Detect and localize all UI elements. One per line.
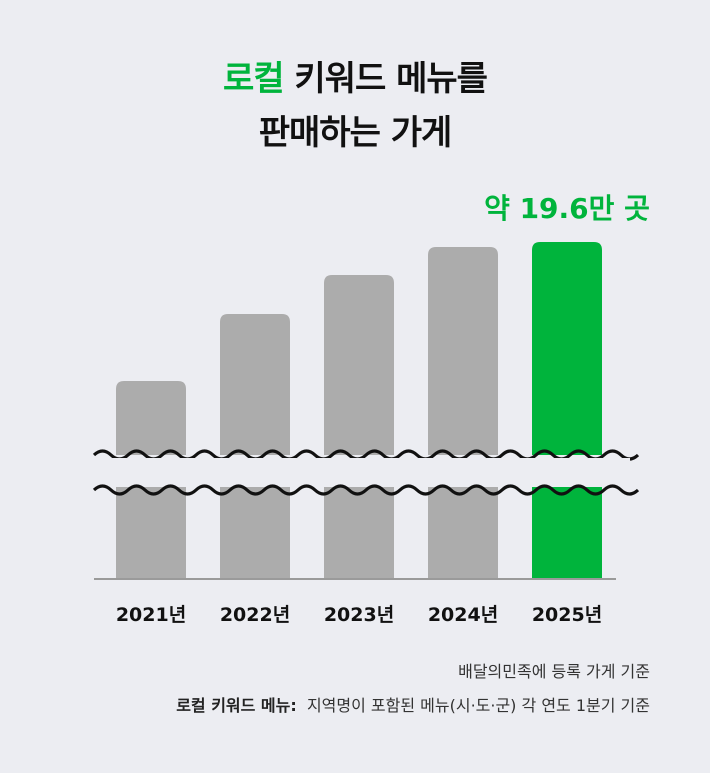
chart-title: 로컬 키워드 메뉴를 판매하는 가게 (0, 52, 710, 160)
axis-break-wave-2 (92, 484, 640, 496)
x-tick-label: 2022년 (220, 604, 290, 626)
title-line1: 키워드 메뉴를 (283, 59, 488, 99)
data-label: 약 19.6만 곳 (484, 192, 650, 225)
bar-2025년 (532, 242, 602, 579)
definition-text: 지역명이 포함된 메뉴(시·도·군) 각 연도 1분기 기준 (306, 696, 650, 715)
bar-2022년 (220, 314, 290, 579)
title-highlight: 로컬 (223, 59, 285, 99)
bar-2024년 (428, 247, 498, 579)
x-tick-label: 2024년 (428, 604, 498, 626)
x-tick-label: 2023년 (324, 604, 394, 626)
title-line2: 판매하는 가게 (258, 113, 453, 153)
source-note: 배달의민족에 등록 가게 기준 (458, 662, 650, 681)
definition-label: 로컬 키워드 메뉴: (176, 696, 297, 715)
x-tick-label: 2021년 (116, 604, 186, 626)
definition-note: 로컬 키워드 메뉴: 지역명이 포함된 메뉴(시·도·군) 각 연도 1분기 기… (176, 692, 650, 716)
bar-2023년 (324, 275, 394, 579)
axis-break-fill (90, 458, 630, 487)
x-tick-label: 2025년 (532, 604, 602, 626)
